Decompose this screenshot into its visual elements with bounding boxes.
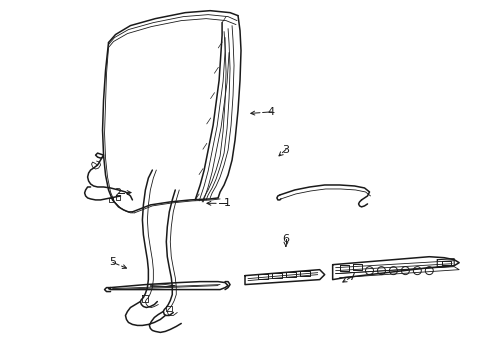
Text: 7: 7: [347, 272, 354, 282]
Text: 6: 6: [282, 234, 289, 244]
Text: 5: 5: [109, 257, 116, 267]
Text: 3: 3: [282, 144, 289, 154]
Text: 4: 4: [267, 107, 274, 117]
Text: 1: 1: [224, 198, 230, 208]
Text: 2: 2: [114, 188, 121, 198]
